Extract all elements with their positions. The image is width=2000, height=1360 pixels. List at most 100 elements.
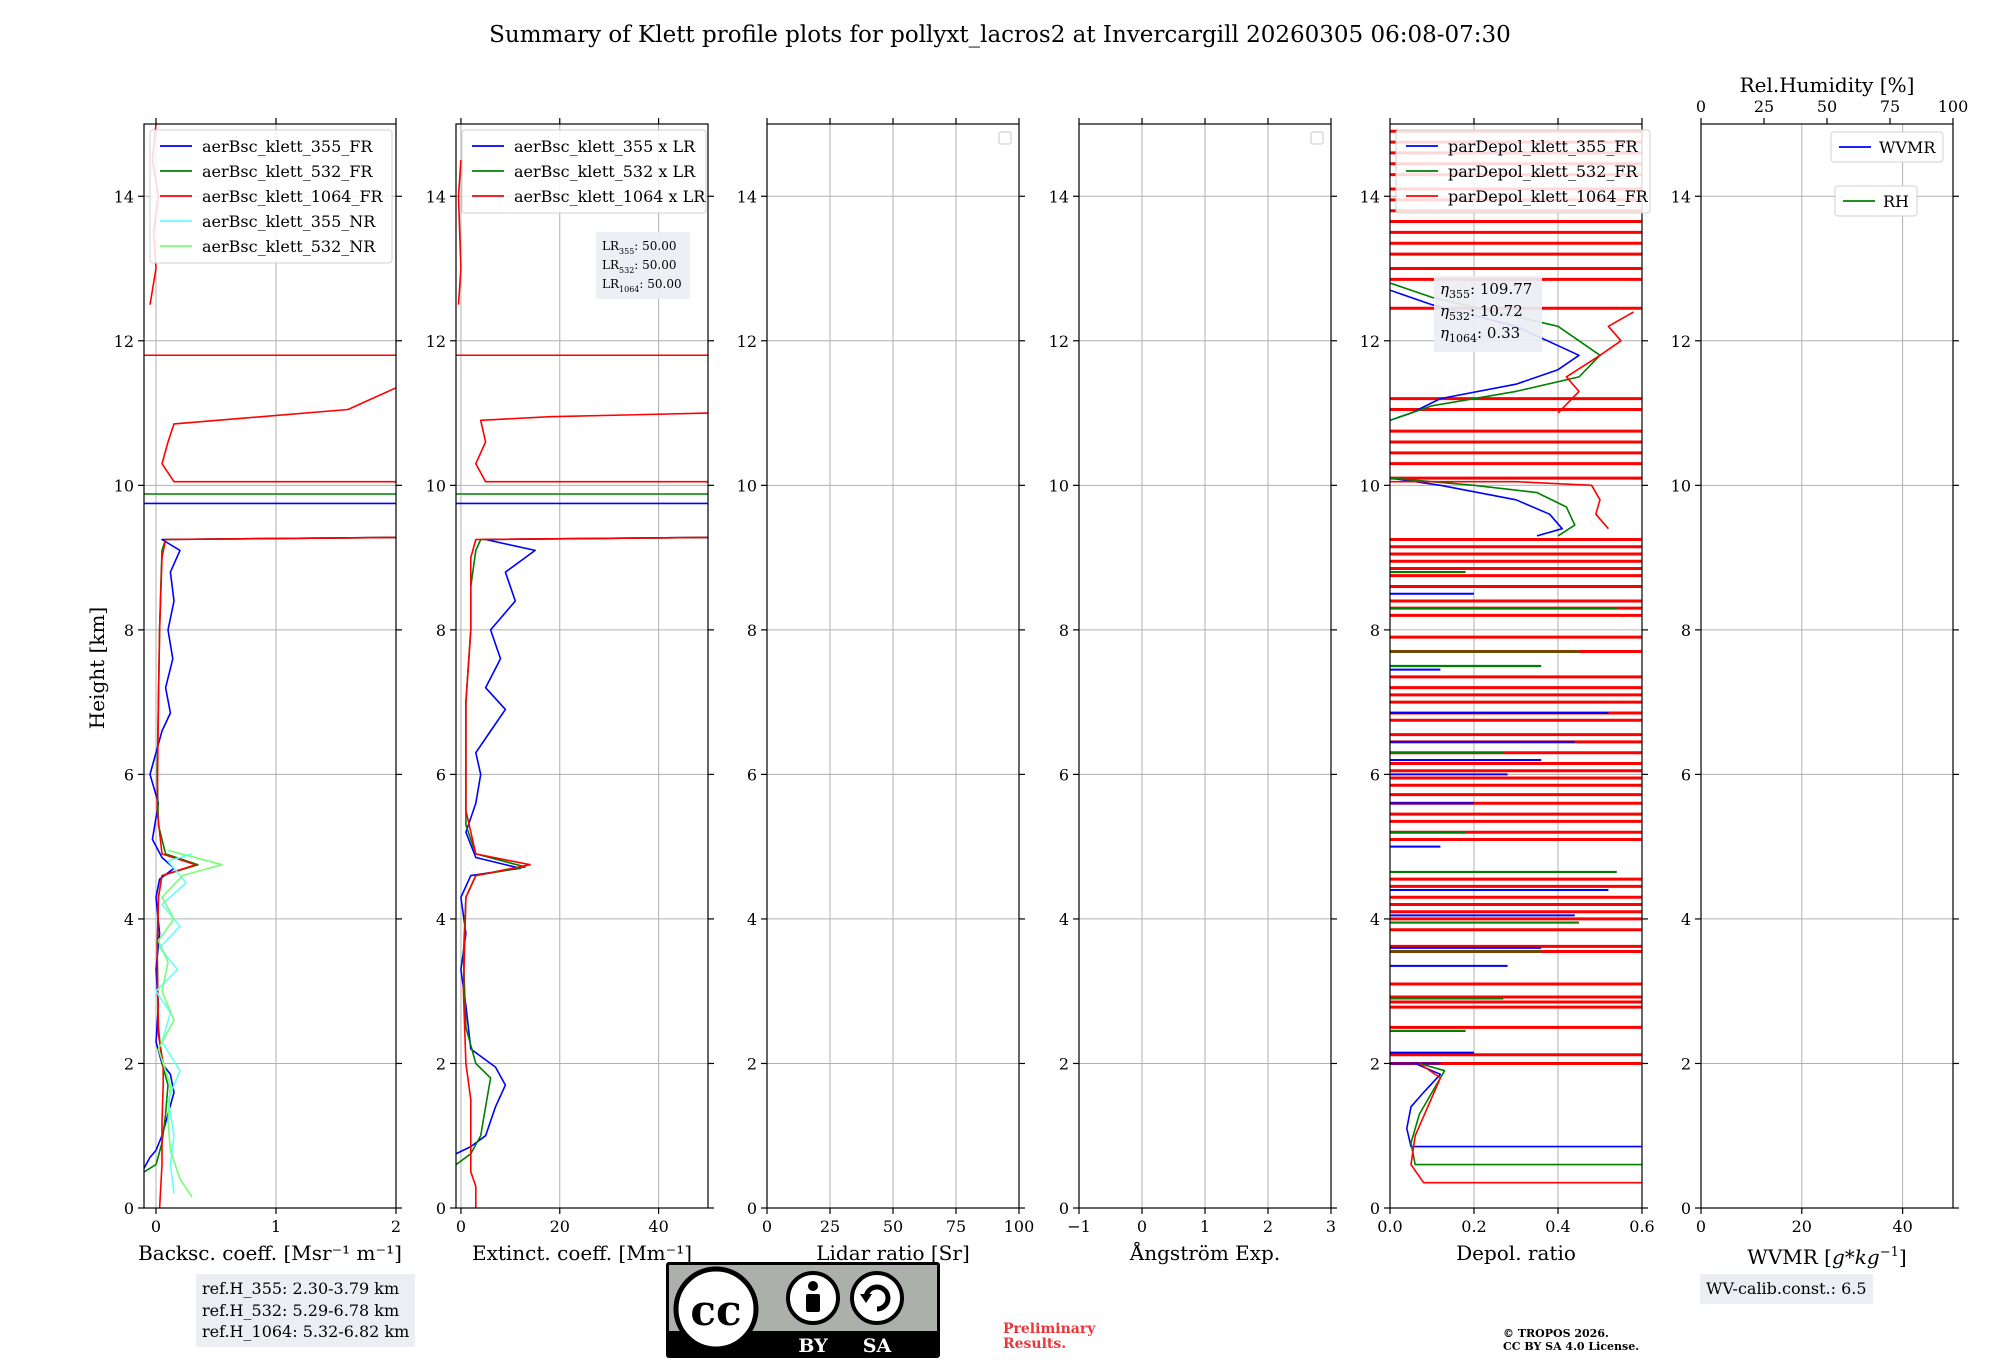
annotation-sub: 532: [1449, 310, 1470, 323]
y-tick-label-lr: 8: [747, 621, 757, 640]
y-axis-label: Height [km]: [85, 607, 109, 729]
plot-area-bsc: [144, 124, 396, 1208]
y-tick-label-bsc: 10: [114, 476, 134, 495]
x-tick-label-dep: 0.4: [1545, 1217, 1570, 1236]
legend-label-dep: parDepol_klett_532_FR: [1448, 162, 1639, 181]
x-tick-label-bsc: 2: [391, 1217, 401, 1236]
y-tick-label-dep: 4: [1370, 910, 1380, 929]
annotation-sub: 1064: [619, 285, 639, 294]
copyright-line-1: © TROPOS 2026.: [1503, 1327, 1609, 1340]
panel-dep: 0.0 0.2 0.4 0.6 0 2 4 6 8 10 12 14 Depol. ratio parDe…: [1360, 118, 1655, 1265]
y-tick-label-dep: 12: [1360, 332, 1380, 351]
annotation-val: : 0.33: [1477, 324, 1520, 342]
annotation-sym: η: [1440, 324, 1449, 342]
y-tick-label-wv: 14: [1671, 187, 1691, 206]
y-tick-label-ext: 4: [436, 910, 446, 929]
x-axis-label-lr: Lidar ratio [Sr]: [816, 1241, 970, 1265]
legend-label-bsc: aerBsc_klett_355_FR: [202, 137, 373, 156]
legend-label-ext: aerBsc_klett_1064 x LR: [514, 187, 706, 206]
legend-label-ext: aerBsc_klett_532 x LR: [514, 162, 696, 181]
annotation-val: : 10.72: [1470, 302, 1523, 320]
series-line-parDepol_1064_upper: [1557, 311, 1634, 414]
y-tick-label-ext: 8: [436, 621, 446, 640]
series-line-parDepol_355_layer: [1390, 477, 1563, 537]
x-tick-label-ext: 40: [648, 1217, 668, 1236]
annotation-line-ext: LR1064: 50.00: [602, 277, 682, 294]
x-tick-label-lr: 0: [762, 1217, 772, 1236]
x-label-part: g: [1832, 1245, 1845, 1269]
axes-frame-ext: [455, 123, 709, 1209]
y-tick-label-bsc: 12: [114, 332, 134, 351]
x-axis-label-ext: Extinct. coeff. [Mm⁻¹]: [472, 1241, 692, 1265]
y-tick-label-bsc: 4: [124, 910, 134, 929]
x-tick-label-lr: 75: [946, 1217, 966, 1236]
y-tick-label-lr: 4: [747, 910, 757, 929]
annotation-line-dep: η532: 10.72: [1440, 302, 1523, 323]
series-line-aerBsc_klett_1064_FR: [156, 536, 396, 1208]
by-person-body: [806, 1294, 820, 1312]
y-tick-label-dep: 8: [1370, 621, 1380, 640]
annotation-val: : 109.77: [1470, 280, 1532, 298]
axes-frame-dep: [1389, 123, 1643, 1209]
preliminary-line-1: Preliminary: [1003, 1321, 1096, 1337]
y-tick-label-ang: 2: [1059, 1054, 1069, 1073]
annotation-sym: LR: [602, 258, 620, 272]
y-tick-label-ext: 2: [436, 1054, 446, 1073]
by-person-head: [808, 1281, 818, 1291]
annotation-line-dep: η355: 109.77: [1440, 280, 1532, 301]
series-line-aerBsc_klett_355_NR: [155, 853, 193, 1194]
y-tick-label-ang: 6: [1059, 765, 1069, 784]
legend-label-bsc: aerBsc_klett_1064_FR: [202, 187, 384, 206]
x-tick-label-ext: 0: [456, 1217, 466, 1236]
panel-wv: 0 20 40 0 2 4 6 8 10 12 14 WVMR [g*kg−1] 0 25 50 75 100 R…: [1671, 73, 1969, 1269]
annotation-line-dep: η1064: 0.33: [1440, 324, 1520, 345]
y-tick-label-ext: 0: [436, 1199, 446, 1218]
y-tick-label-wv: 0: [1681, 1199, 1691, 1218]
y-tick-label-ext: 12: [426, 332, 446, 351]
plot-area-dep: [1390, 129, 1642, 1184]
y-tick-label-wv: 8: [1681, 621, 1691, 640]
sa-arrow-arc: [863, 1284, 891, 1312]
y-tick-label-dep: 0: [1370, 1199, 1380, 1218]
legend-frame-wv: [1830, 131, 1944, 163]
y-tick-label-ang: 4: [1059, 910, 1069, 929]
legend-frame-wv: [1834, 185, 1918, 217]
figure-title: Summary of Klett profile plots for polly…: [489, 22, 1511, 48]
legend-label-wv: RH: [1883, 192, 1909, 211]
x-tick-label-dep: 0.0: [1377, 1217, 1402, 1236]
plot-area-ext: [456, 160, 708, 1208]
x-label-part: *: [1845, 1245, 1855, 1269]
ref-height-1064: ref.H_1064: 5.32-6.82 km: [202, 1322, 410, 1342]
sa-share-icon: [850, 1271, 904, 1325]
annotation-sym: η: [1440, 280, 1449, 298]
rh-tick-label: 50: [1817, 97, 1837, 116]
annotation-sym: LR: [602, 277, 620, 291]
legend-frame-ext: [461, 129, 707, 214]
y-tick-label-lr: 14: [737, 187, 757, 206]
cc-by-sa-badge: cc BY SA: [666, 1262, 940, 1358]
legend-label-dep: parDepol_klett_355_FR: [1448, 137, 1639, 156]
x-tick-label-ang: −1: [1067, 1217, 1091, 1236]
annotation-sub: 355: [1449, 288, 1470, 301]
y-tick-label-ang: 10: [1049, 476, 1069, 495]
legend-label-ext: aerBsc_klett_355 x LR: [514, 137, 696, 156]
preliminary-line-2: Results.: [1003, 1335, 1067, 1352]
x-tick-label-ang: 3: [1326, 1217, 1336, 1236]
y-tick-label-lr: 0: [747, 1199, 757, 1218]
rh-tick-label: 100: [1938, 97, 1969, 116]
series-line-aerBsc_klett_532 x LR: [456, 536, 708, 1166]
annotation-val: : 50.00: [634, 258, 676, 272]
legend-label-bsc: aerBsc_klett_355_NR: [202, 212, 376, 231]
empty-legend-box-ang: [1310, 131, 1324, 145]
sa-arrow-head: [860, 1294, 872, 1303]
annotation-sub: 532: [619, 266, 634, 275]
annotation-line-ext: LR532: 50.00: [602, 258, 677, 275]
annotation-sub: 1064: [1449, 332, 1477, 345]
x-label-part: WVMR [: [1747, 1245, 1832, 1269]
axes-frame-wv: [1700, 123, 1954, 1209]
x-axis-label-dep: Depol. ratio: [1456, 1241, 1576, 1265]
x-label-part: −1: [1880, 1245, 1899, 1260]
x-tick-label-bsc: 1: [271, 1217, 281, 1236]
y-tick-label-dep: 14: [1360, 187, 1380, 206]
